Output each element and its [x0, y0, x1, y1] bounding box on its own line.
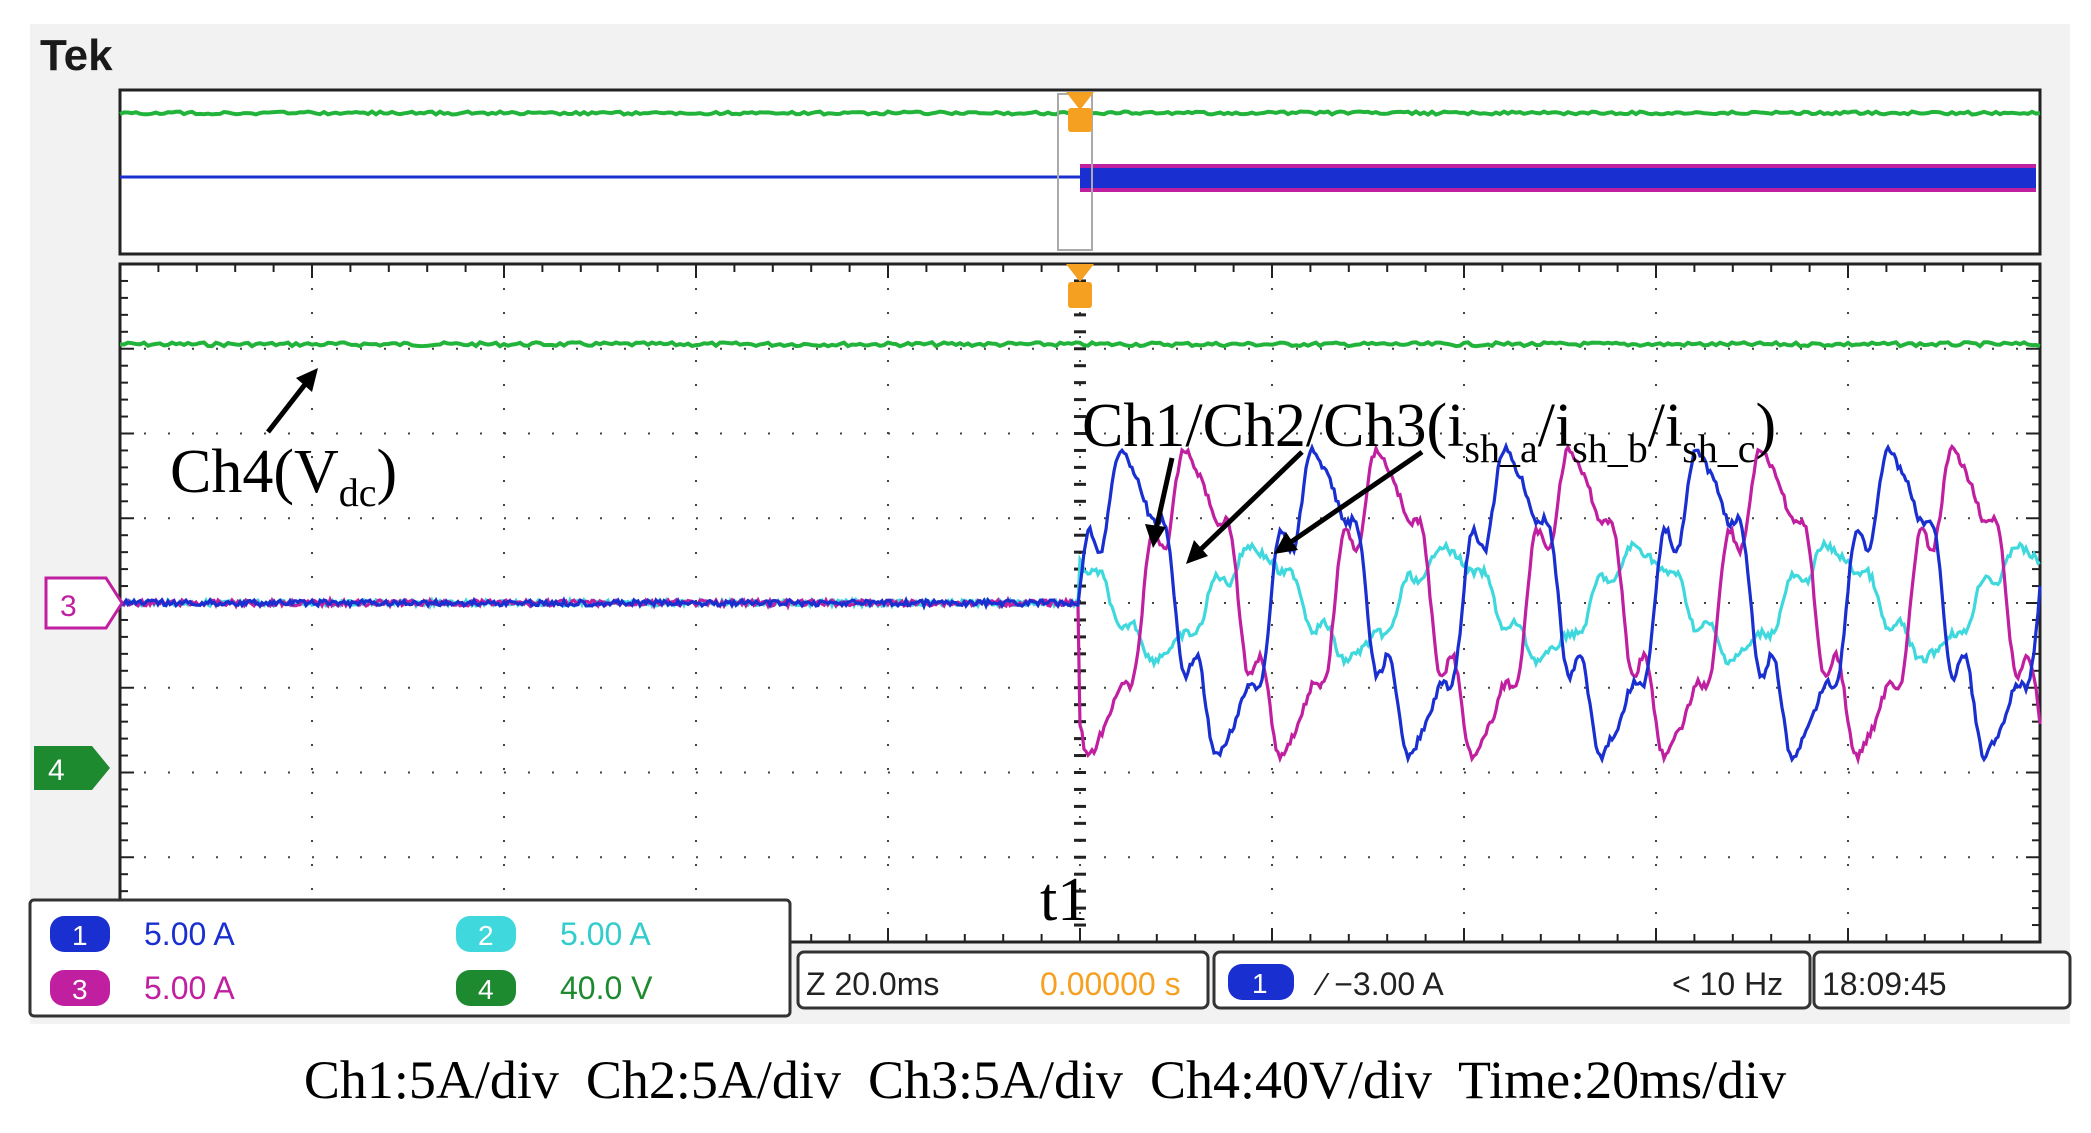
timebase-zoom: Z 20.0ms — [806, 966, 939, 1002]
ch2-readout-num: 2 — [478, 920, 494, 951]
timebase-panel[interactable]: Z 20.0ms 0.00000 s — [796, 950, 1210, 1010]
timebase-offset: 0.00000 s — [1040, 966, 1181, 1002]
brand-logo: Tek — [40, 31, 113, 80]
svg-text:Ch4(Vdc): Ch4(Vdc) — [170, 438, 397, 515]
ch3-readout-value: 5.00 A — [144, 970, 235, 1006]
ch1-trace — [118, 441, 2042, 764]
ch4-marker-label: 4 — [48, 754, 65, 787]
vdc-annotation: Ch4(Vdc) — [170, 438, 397, 515]
overview-switching-band-blue — [1080, 168, 2036, 188]
overview-trigger-marker-icon — [1066, 92, 1094, 110]
svg-text:Ch1/Ch2/Ch3(ish_a/ish_b/ish_c): Ch1/Ch2/Ch3(ish_a/ish_b/ish_c) — [1082, 392, 1776, 471]
trigger-slope-level: ∕ −3.00 A — [1313, 966, 1444, 1002]
caption: Ch1:5A/div Ch2:5A/div Ch3:5A/div Ch4:40V… — [304, 1050, 1786, 1110]
ch4-vdc-trace — [119, 339, 2041, 349]
trigger-panel[interactable]: 1 ∕ −3.00 A < 10 Hz — [1212, 950, 1812, 1010]
clock-panel: 18:09:45 — [1812, 950, 2072, 1010]
currents-annotation: Ch1/Ch2/Ch3(ish_a/ish_b/ish_c) — [1082, 392, 1776, 471]
ch4-readout-num: 4 — [478, 974, 494, 1005]
trigger-source: 1 — [1252, 968, 1268, 999]
ch1-readout[interactable]: 1 5.00 A — [50, 916, 235, 952]
ch4-readout-value: 40.0 V — [560, 970, 653, 1006]
currents-arrows — [1145, 449, 1424, 564]
ch2-readout-value: 5.00 A — [560, 916, 651, 952]
ch2-readout[interactable]: 2 5.00 A — [456, 916, 651, 952]
ch3-readout-num: 3 — [72, 974, 88, 1005]
ch3-marker[interactable]: 3 — [44, 576, 124, 630]
t1-label: t1 — [1040, 866, 1088, 934]
ch1-readout-num: 1 — [72, 920, 88, 951]
overview-traces — [119, 109, 2041, 192]
vdc-arrow — [266, 376, 312, 434]
channel-readout-panel — [28, 898, 792, 1018]
ch3-readout[interactable]: 3 5.00 A — [50, 970, 235, 1006]
ch4-readout[interactable]: 4 40.0 V — [456, 970, 653, 1006]
graticule — [119, 262, 2041, 944]
ch3-trace — [119, 443, 2042, 766]
ch3-marker-label: 3 — [60, 590, 77, 623]
overview-trigger-t-icon — [1068, 108, 1092, 132]
ch4-marker[interactable]: 4 — [34, 746, 110, 790]
ch1-readout-value: 5.00 A — [144, 916, 235, 952]
clock-time: 18:09:45 — [1822, 966, 1947, 1002]
trigger-t-icon — [1068, 282, 1092, 308]
waveform-traces — [118, 339, 2042, 766]
vdc-arrowhead-icon — [296, 368, 318, 392]
trigger-frequency: < 10 Hz — [1672, 966, 1783, 1002]
trigger-marker-icon — [1066, 264, 1094, 282]
